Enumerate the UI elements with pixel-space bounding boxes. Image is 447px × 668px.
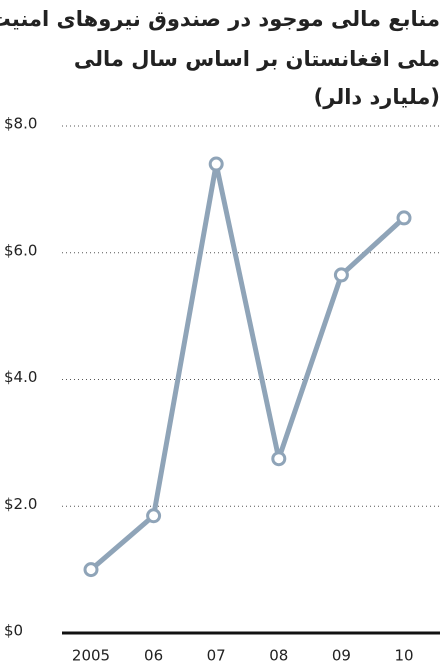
point [208, 156, 224, 172]
x-tick-label: 06 [144, 647, 163, 665]
x-tick-label: 08 [269, 647, 288, 665]
chart-title: (ملیارد دالر) [314, 85, 440, 109]
point [146, 508, 162, 524]
y-tick-label: $4.0 [4, 368, 37, 386]
x-tick-label: 07 [207, 647, 226, 665]
y-tick-label: $0 [4, 622, 23, 640]
x-tick-label: 10 [394, 647, 413, 665]
x-tick-label: 09 [332, 647, 351, 665]
y-tick-label: $8.0 [4, 115, 37, 133]
chart-title: منابع مالی موجود در صندوق نیروهای امنیت [0, 7, 440, 31]
line [89, 161, 406, 572]
point [271, 451, 287, 467]
point [333, 267, 349, 283]
x-tick-label: 2005 [72, 647, 110, 665]
y-tick-label: $2.0 [4, 495, 37, 513]
y-tick-label: $6.0 [4, 241, 37, 259]
point [396, 210, 412, 226]
chart-title: ملی افغانستان بر اساس سال مالی [74, 47, 440, 71]
point [83, 562, 99, 578]
